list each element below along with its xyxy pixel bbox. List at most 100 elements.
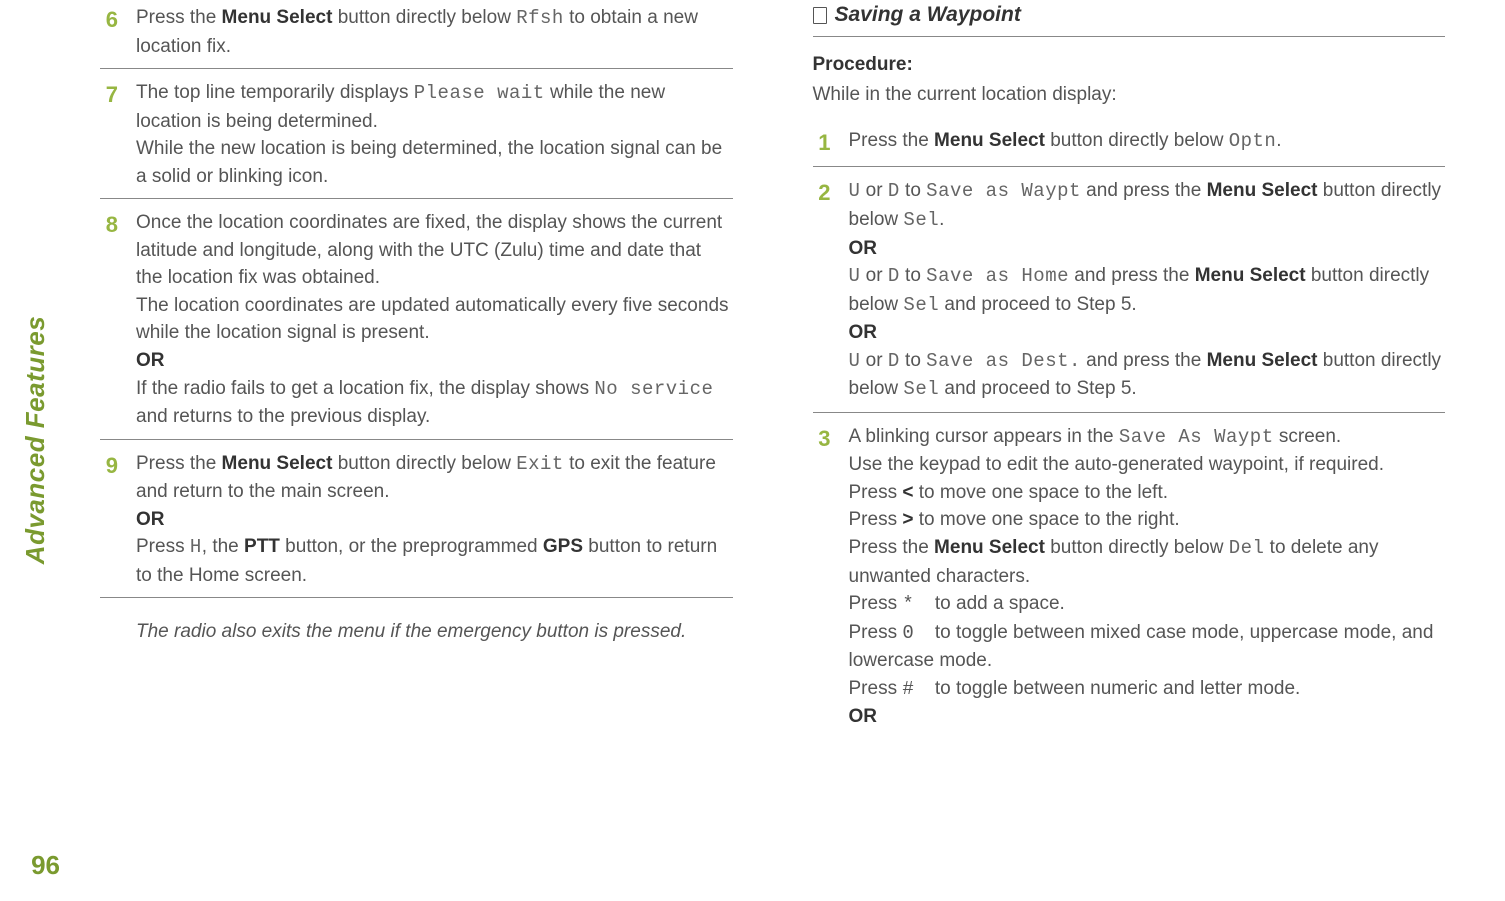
step-body: The top line temporarily displays Please… [136, 79, 733, 190]
text-run: to toggle between numeric and letter mod… [914, 678, 1301, 699]
ui-label: D [888, 180, 900, 202]
bold-term: Menu Select [1207, 180, 1318, 201]
text-run: Once the location coordinates are fixed,… [136, 212, 722, 288]
step-number: 7 [100, 79, 118, 190]
text-run: to move one space to the left. [913, 482, 1168, 503]
sidebar-section-label: Advanced Features [20, 316, 51, 564]
step-body: Press the Menu Select button directly be… [136, 4, 733, 60]
text-run: and returns to the previous display. [136, 406, 430, 427]
bold-term: > [902, 509, 913, 530]
ui-label: Optn [1229, 130, 1277, 152]
text-run: Press the [136, 7, 222, 28]
bold-term: Menu Select [934, 537, 1045, 558]
ui-label: U [849, 180, 861, 202]
or-separator: OR [136, 509, 165, 530]
text-run: button directly below [332, 453, 516, 474]
key-symbol: 0 [902, 622, 913, 644]
ui-label: No service [594, 378, 713, 400]
text-run: to add a space. [914, 593, 1065, 614]
step: 3A blinking cursor appears in the Save A… [813, 419, 1446, 739]
ui-label: H [190, 536, 202, 558]
step-body: A blinking cursor appears in the Save As… [849, 423, 1446, 731]
text-run: If the radio fails to get a location fix… [136, 378, 594, 399]
document-icon [813, 7, 827, 24]
text-run: screen. [1274, 426, 1342, 447]
step-body: U or D to Save as Waypt and press the Me… [849, 177, 1446, 403]
text-run: button, or the preprogrammed [280, 536, 543, 557]
text-run: button directly below [1045, 537, 1229, 558]
text-run: The top line temporarily displays [136, 82, 414, 103]
text-run: Press [849, 678, 903, 699]
bold-term: GPS [543, 536, 583, 557]
text-run: or [860, 180, 887, 201]
right-column: Saving a Waypoint Procedure: While in th… [813, 0, 1446, 745]
ui-label: Exit [516, 453, 564, 475]
text-run: and press the [1069, 265, 1195, 286]
step-number: 8 [100, 209, 118, 430]
key-symbol: * [902, 593, 913, 615]
ui-label: Please wait [414, 82, 545, 104]
bold-term: Menu Select [934, 130, 1045, 151]
or-separator: OR [849, 706, 878, 727]
step: 1 Press the Menu Select button directly b… [813, 123, 1446, 168]
text-run: or [860, 350, 887, 371]
text-run: and proceed to Step 5. [939, 378, 1137, 399]
step: 9Press the Menu Select button directly b… [100, 446, 733, 599]
step-number: 1 [813, 127, 831, 159]
ui-label: Del [1229, 537, 1265, 559]
italic-note: The radio also exits the menu if the eme… [100, 618, 733, 646]
or-separator: OR [849, 322, 878, 343]
step: 8Once the location coordinates are fixed… [100, 205, 733, 439]
text-run: and proceed to Step 5. [939, 294, 1137, 315]
ui-label: Save As Waypt [1119, 426, 1274, 448]
key-symbol: # [902, 678, 913, 700]
ui-label: Save as Waypt [926, 180, 1081, 202]
page-number: 96 [0, 850, 60, 881]
ui-label: D [888, 265, 900, 287]
text-run: or [860, 265, 887, 286]
procedure-label: Procedure: [813, 51, 1446, 79]
left-column: 6 Press the Menu Select button directly b… [100, 0, 733, 745]
text-run: While the new location is being determin… [136, 138, 722, 187]
text-run: . [1276, 130, 1281, 151]
bold-term: Menu Select [222, 7, 333, 28]
bold-term: PTT [244, 536, 280, 557]
ui-label: Rfsh [516, 7, 564, 29]
text-run: Press [849, 622, 903, 643]
ui-label: U [849, 350, 861, 372]
text-run: . [939, 209, 944, 230]
text-run: Press the [849, 537, 935, 558]
text-run: Press [136, 536, 190, 557]
bold-term: Menu Select [222, 453, 333, 474]
bold-term: Menu Select [1207, 350, 1318, 371]
text-run: Press [849, 482, 903, 503]
page-content: 6 Press the Menu Select button directly b… [0, 0, 1505, 745]
ui-label: Sel [903, 209, 939, 231]
step-body: Press the Menu Select button directly be… [849, 127, 1446, 159]
or-separator: OR [849, 238, 878, 259]
step-body: Once the location coordinates are fixed,… [136, 209, 733, 430]
step: 6 Press the Menu Select button directly b… [100, 0, 733, 69]
text-run: Press the [849, 130, 935, 151]
bold-term: Menu Select [1195, 265, 1306, 286]
text-run: and press the [1081, 350, 1207, 371]
text-run: button directly below [332, 7, 516, 28]
text-run: to move one space to the right. [913, 509, 1179, 530]
ui-label: Sel [903, 294, 939, 316]
ui-label: Sel [903, 378, 939, 400]
step-body: Press the Menu Select button directly be… [136, 450, 733, 590]
ui-label: Save as Home [926, 265, 1069, 287]
text-run: Press [849, 509, 903, 530]
step: 2U or D to Save as Waypt and press the M… [813, 173, 1446, 412]
text-run: button directly below [1045, 130, 1229, 151]
step-number: 3 [813, 423, 831, 731]
ui-label: Save as Dest. [926, 350, 1081, 372]
bold-term: < [902, 482, 913, 503]
step-number: 2 [813, 177, 831, 403]
section-title-text: Saving a Waypoint [835, 0, 1021, 30]
text-run: Press the [136, 453, 222, 474]
procedure-intro: While in the current location display: [813, 81, 1446, 109]
step-number: 9 [100, 450, 118, 590]
text-run: Press [849, 593, 903, 614]
step-number: 6 [100, 4, 118, 60]
